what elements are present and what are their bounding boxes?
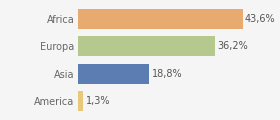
Text: 43,6%: 43,6% [245,14,276,24]
Bar [78,36,215,56]
Bar [78,91,83,111]
Text: 1,3%: 1,3% [86,96,110,106]
Bar [78,9,243,29]
Text: 36,2%: 36,2% [217,41,248,51]
Bar [78,64,149,84]
Text: 18,8%: 18,8% [151,69,182,79]
